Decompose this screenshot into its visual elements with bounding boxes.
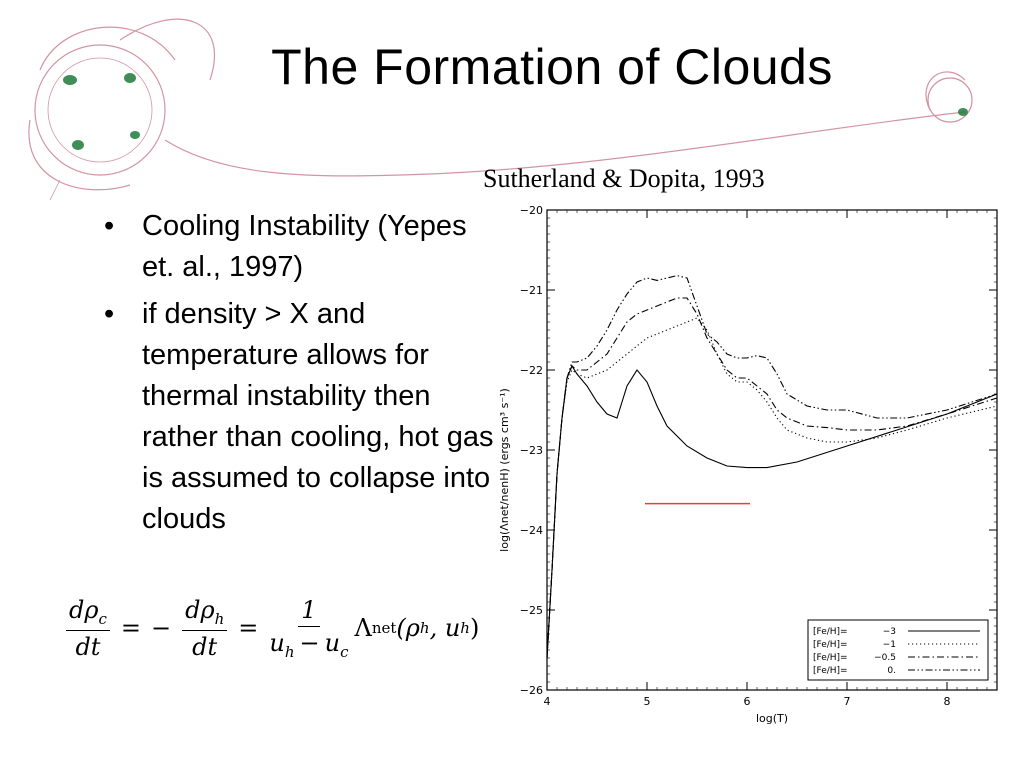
formula-sub: h xyxy=(419,619,430,638)
series-line-1 xyxy=(546,317,998,659)
bullet-item: • if density > X and temperature allows … xyxy=(104,294,504,540)
y-tick-label: −26 xyxy=(520,684,543,697)
formula-text: dt xyxy=(75,632,101,661)
legend-key: [Fe/H]= xyxy=(813,640,848,650)
x-axis-label: log(T) xyxy=(756,712,788,725)
formula-sub: net xyxy=(371,619,397,638)
citation: Sutherland & Dopita, 1993 xyxy=(483,164,765,193)
bullet-text: Cooling Instability (Yepes et. al., 1997… xyxy=(142,210,467,283)
legend-key: [Fe/H]= xyxy=(813,666,848,676)
bullet-marker: • xyxy=(104,298,115,330)
frac-lhs: dρc dt xyxy=(66,596,110,661)
x-tick-label: 6 xyxy=(744,695,751,708)
bullet-marker: • xyxy=(104,210,115,242)
slide-title: The Formation of Clouds xyxy=(271,39,833,95)
frac-mid: dρh dt xyxy=(182,596,228,661)
formula-text: 1 xyxy=(298,596,320,627)
formula-text: dρ xyxy=(185,596,215,624)
y-tick-label: −22 xyxy=(520,364,543,377)
legend-value: −0.5 xyxy=(874,653,896,663)
formula-text: dt xyxy=(192,632,218,661)
formula-op: = xyxy=(238,614,259,643)
formula-text: ) xyxy=(469,614,480,643)
frac-rhs: 1 uh − uc xyxy=(269,596,348,661)
plot-area-frame xyxy=(546,209,998,691)
formula-text: (ρ xyxy=(396,614,420,643)
x-tick-label: 5 xyxy=(644,695,651,708)
formula-text: dρ xyxy=(69,596,99,624)
x-tick-label: 7 xyxy=(844,695,851,708)
y-tick-label: −24 xyxy=(520,524,543,537)
series-line-3 xyxy=(546,275,998,659)
formula-sub: h xyxy=(284,642,295,661)
formula-sub: h xyxy=(214,609,225,628)
formula-sub: c xyxy=(98,609,107,628)
y-tick-label: −21 xyxy=(520,284,543,297)
formula-sub: c xyxy=(340,642,349,661)
bullet-item: • Cooling Instability (Yepes et. al., 19… xyxy=(104,206,504,288)
formula-sub: h xyxy=(460,619,470,638)
legend-value: −3 xyxy=(883,627,896,637)
legend-value: 0. xyxy=(887,666,896,676)
series-line-2 xyxy=(546,297,998,659)
formula-text: u xyxy=(324,629,341,657)
formula-op: = xyxy=(120,614,141,643)
formula-text: u xyxy=(269,629,285,657)
decorative-swirl xyxy=(28,18,973,200)
legend-key: [Fe/H]= xyxy=(813,627,848,637)
bullet-list: • Cooling Instability (Yepes et. al., 19… xyxy=(104,206,504,546)
cooling-function-chart: 4 5 6 7 8 −20 −21 −22 −23 −24 −25 −26 [Fe/H]= −3 [Fe/… xyxy=(498,204,998,725)
formula-op: − xyxy=(299,629,320,657)
x-tick-label: 8 xyxy=(944,695,951,708)
y-tick-label: −23 xyxy=(520,444,543,457)
formula-text: Λ xyxy=(354,614,372,643)
x-tick-label: 4 xyxy=(544,695,551,708)
bullet-text: if density > X and temperature allows fo… xyxy=(142,298,494,535)
series-line-0 xyxy=(546,364,998,659)
formula-op: − xyxy=(151,614,172,643)
formula-text: , u xyxy=(429,614,461,643)
legend-value: −1 xyxy=(883,640,896,650)
legend-key: [Fe/H]= xyxy=(813,653,848,663)
y-tick-label: −20 xyxy=(520,204,543,217)
y-axis-label: log(Λnet/nenH) (ergs cm³ s⁻¹) xyxy=(498,388,511,552)
y-tick-label: −25 xyxy=(520,604,543,617)
